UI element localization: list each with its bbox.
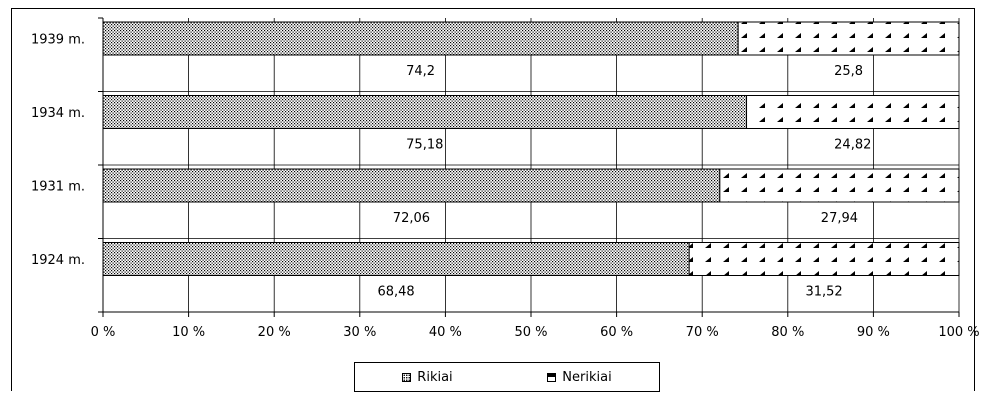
bar-nerikiai [719, 168, 960, 203]
data-label-rikiai: 74,2 [406, 64, 435, 79]
legend-label-rikiai: Rikiai [417, 369, 453, 385]
bar-rikiai [102, 242, 690, 276]
x-tick-label: 30 % [343, 325, 376, 340]
chart-legend: Rikiai Nerikiai [354, 362, 660, 392]
bar-rikiai [102, 21, 739, 56]
bar-rikiai [102, 95, 748, 129]
legend-label-nerikiai: Nerikiai [562, 369, 612, 385]
y-category-label: 1939 m. [31, 33, 85, 48]
bar-nerikiai [688, 242, 960, 276]
data-label-rikiai: 75,18 [406, 138, 443, 153]
nerikiai-swatch-icon [547, 372, 557, 382]
x-tick-label: 70 % [686, 325, 719, 340]
x-tick-label: 10 % [172, 325, 205, 340]
chart: 74,2 25,8 75,18 24,82 72,06 27,94 68,48 31,52 0… [31, 17, 980, 340]
x-tick-label: 100 % [938, 325, 979, 340]
chart-frame [11, 8, 975, 391]
bar-rikiai [102, 168, 721, 203]
y-category-label: 1934 m. [31, 106, 85, 121]
data-label-rikiai: 68,48 [377, 285, 414, 300]
x-tick-label: 60 % [600, 325, 633, 340]
data-label-nerikiai: 25,8 [834, 64, 863, 79]
legend-item-rikiai: Rikiai [402, 369, 453, 385]
x-tick-label: 80 % [771, 325, 804, 340]
x-tick-label: 50 % [514, 325, 547, 340]
data-label-nerikiai: 31,52 [805, 285, 842, 300]
y-category-label: 1924 m. [31, 253, 85, 268]
rikiai-swatch-icon [402, 372, 412, 382]
data-label-nerikiai: 24,82 [834, 138, 871, 153]
x-tick-label: 40 % [429, 325, 462, 340]
y-category-label: 1931 m. [31, 180, 85, 195]
x-tick-label: 20 % [258, 325, 291, 340]
data-label-nerikiai: 27,94 [821, 211, 858, 226]
x-tick-label: 90 % [857, 325, 890, 340]
data-label-rikiai: 72,06 [393, 211, 430, 226]
legend-item-nerikiai: Nerikiai [547, 369, 612, 385]
bar-nerikiai [737, 21, 960, 56]
bar-nerikiai [746, 95, 960, 129]
x-tick-label: 0 % [91, 325, 116, 340]
